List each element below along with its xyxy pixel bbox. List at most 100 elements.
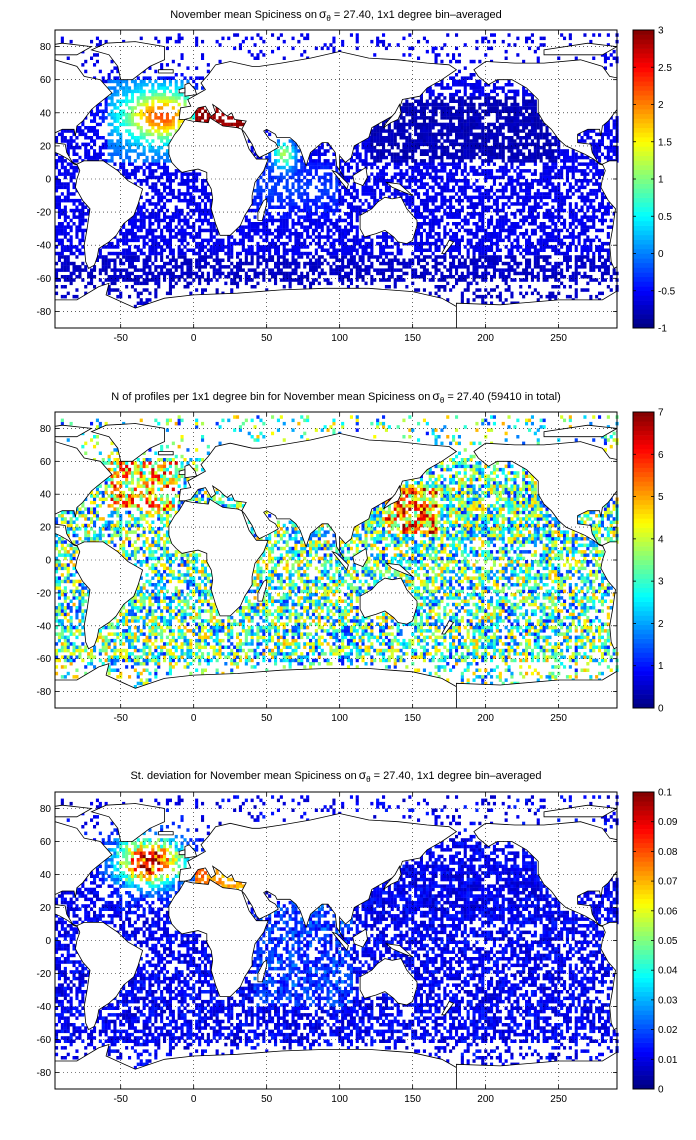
data-cell	[519, 188, 523, 193]
data-cell	[501, 301, 505, 305]
data-cell	[574, 235, 578, 239]
data-cell	[311, 212, 315, 216]
data-cell	[466, 251, 470, 256]
data-cell	[516, 152, 520, 156]
data-cell	[592, 149, 596, 153]
data-cell	[469, 169, 473, 173]
data-cell	[329, 228, 333, 233]
data-cell	[542, 222, 546, 226]
data-cell	[276, 192, 280, 196]
data-cell	[507, 169, 511, 173]
data-cell	[460, 278, 464, 282]
data-cell	[490, 261, 494, 266]
data-cell	[446, 188, 450, 193]
data-cell	[478, 202, 482, 206]
data-cell	[574, 245, 578, 249]
data-cell	[551, 175, 555, 180]
data-cell	[463, 288, 467, 292]
data-cell	[326, 278, 330, 282]
data-cell	[300, 195, 304, 200]
data-cell	[133, 142, 137, 147]
data-cell	[174, 281, 178, 286]
data-cell	[218, 245, 222, 249]
data-cell	[236, 265, 240, 269]
data-cell	[276, 198, 280, 203]
data-cell	[186, 202, 190, 206]
data-cell	[457, 122, 461, 127]
data-cell	[119, 238, 123, 243]
data-cell	[142, 265, 146, 269]
data-cell	[60, 162, 64, 166]
data-cell	[595, 188, 599, 193]
data-cell	[414, 255, 418, 259]
data-cell	[195, 275, 199, 279]
data-cell	[428, 278, 432, 282]
data-cell	[457, 275, 461, 279]
data-cell	[192, 251, 196, 256]
data-cell	[580, 232, 584, 236]
data-cell	[425, 132, 429, 137]
data-cell	[361, 202, 365, 206]
data-cell	[387, 275, 391, 279]
data-cell	[598, 251, 602, 256]
data-cell	[69, 261, 73, 266]
data-cell	[565, 245, 569, 249]
data-cell	[177, 169, 181, 173]
data-cell	[110, 116, 114, 120]
data-cell	[522, 202, 526, 206]
data-cell	[253, 202, 257, 206]
data-cell	[282, 215, 286, 219]
data-cell	[253, 188, 257, 193]
data-cell	[428, 255, 432, 259]
data-cell	[455, 278, 459, 282]
data-cell	[452, 122, 456, 127]
data-cell	[311, 149, 315, 153]
data-cell	[478, 136, 482, 140]
data-cell	[276, 212, 280, 216]
data-cell	[516, 222, 520, 226]
data-cell	[154, 185, 158, 190]
data-cell	[364, 159, 368, 163]
data-cell	[519, 142, 523, 147]
data-cell	[469, 281, 473, 286]
data-cell	[525, 132, 529, 137]
data-cell	[133, 288, 137, 292]
data-cell	[282, 212, 286, 216]
data-cell	[422, 165, 426, 170]
data-cell	[306, 251, 310, 256]
data-cell	[262, 222, 266, 226]
data-cell	[373, 192, 377, 196]
data-cell	[256, 202, 260, 206]
data-cell	[171, 188, 175, 193]
data-cell	[452, 215, 456, 219]
data-cell	[128, 255, 132, 259]
data-cell	[163, 129, 167, 133]
data-cell	[291, 271, 295, 276]
data-cell	[387, 179, 391, 183]
data-cell	[568, 215, 572, 219]
data-cell	[335, 185, 339, 190]
data-cell	[142, 268, 146, 272]
data-cell	[376, 136, 380, 140]
data-cell	[165, 192, 169, 196]
data-cell	[329, 218, 333, 223]
data-cell	[145, 165, 149, 170]
data-cell	[446, 281, 450, 286]
data-cell	[203, 208, 207, 213]
data-cell	[250, 258, 254, 262]
data-cell	[586, 288, 590, 292]
data-cell	[417, 169, 421, 173]
data-cell	[440, 278, 444, 282]
data-cell	[396, 241, 400, 246]
data-cell	[428, 159, 432, 163]
data-cell	[492, 142, 496, 147]
data-cell	[314, 172, 318, 176]
data-cell	[466, 126, 470, 130]
data-cell	[419, 241, 423, 246]
data-cell	[130, 261, 134, 266]
data-cell	[452, 232, 456, 236]
data-cell	[437, 169, 441, 173]
data-cell	[66, 192, 70, 196]
data-cell	[481, 172, 485, 176]
data-cell	[519, 175, 523, 180]
